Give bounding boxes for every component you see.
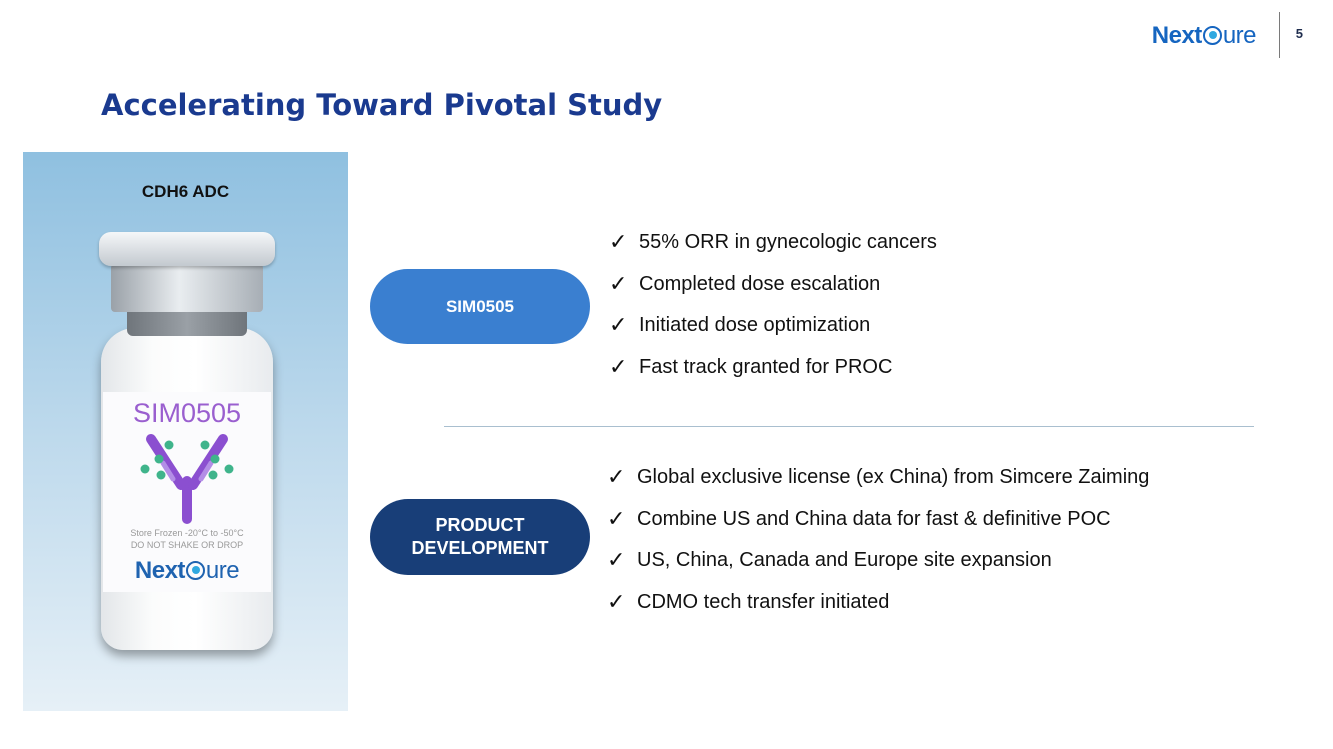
logo-wordmark: Next ure: [1151, 22, 1257, 50]
storage-line-2: DO NOT SHAKE OR DROP: [130, 540, 244, 550]
list-item-text: US, China, Canada and Europe site expans…: [637, 549, 1052, 572]
vial-label-title: SIM0505: [132, 398, 242, 428]
list-item: ✓ Fast track granted for PROC: [609, 347, 937, 389]
pill-line-2: DEVELOPMENT: [411, 538, 549, 558]
list-item-text: Completed dose escalation: [639, 272, 881, 295]
company-logo: Next ure: [1151, 18, 1257, 54]
logo-ure-text: ure: [1222, 22, 1257, 49]
list-item: ✓ 55% ORR in gynecologic cancers: [609, 222, 937, 264]
check-icon: ✓: [607, 465, 626, 491]
vial-crimp: [111, 264, 263, 312]
list-item-text: Combine US and China data for fast & def…: [637, 507, 1111, 530]
check-icon: ✓: [607, 548, 626, 574]
vial-caption: CDH6 ADC: [141, 182, 230, 201]
check-icon: ✓: [607, 589, 626, 615]
list-item: ✓ Global exclusive license (ex China) fro…: [607, 457, 1149, 499]
vial-logo-ure-text: ure: [205, 557, 240, 584]
vial-logo: Next ure: [103, 557, 271, 585]
vial-label: SIM0505 Store Frozen: [103, 392, 271, 592]
product-development-list: ✓ Global exclusive license (ex China) fro…: [607, 457, 1149, 623]
vial-neck: [127, 310, 247, 336]
check-icon: ✓: [609, 271, 628, 297]
product-development-pill: PRODUCT DEVELOPMENT: [370, 499, 590, 575]
list-item: ✓ Combine US and China data for fast & de…: [607, 499, 1149, 541]
check-icon: ✓: [609, 230, 628, 256]
logo-next-text: Next: [1151, 22, 1203, 49]
list-item: ✓ Completed dose escalation: [609, 264, 937, 306]
list-item-text: Fast track granted for PROC: [639, 355, 893, 378]
vial-storage-text: Store Frozen -20°C to -50°C DO NOT SHAKE…: [103, 527, 271, 551]
page-number: 5: [1295, 26, 1303, 41]
header-divider: [1279, 12, 1280, 58]
storage-line-1: Store Frozen -20°C to -50°C: [130, 528, 244, 538]
slide-title: Accelerating Toward Pivotal Study: [101, 88, 663, 122]
sim0505-pill: SIM0505: [370, 269, 590, 344]
pill-line-1: PRODUCT: [435, 515, 525, 535]
vial-cap: [99, 232, 275, 266]
check-icon: ✓: [609, 313, 628, 339]
list-item: ✓ CDMO tech transfer initiated: [607, 582, 1149, 624]
list-item: ✓ Initiated dose optimization: [609, 305, 937, 347]
list-item-text: Global exclusive license (ex China) from…: [637, 466, 1150, 489]
vial-logo-wordmark: Next ure: [134, 557, 240, 584]
list-item: ✓ US, China, Canada and Europe site expan…: [607, 540, 1149, 582]
sim0505-list: ✓ 55% ORR in gynecologic cancers ✓ Complet…: [609, 222, 937, 388]
check-icon: ✓: [607, 506, 626, 532]
vial-logo-next-text: Next: [134, 557, 186, 584]
vial-logo-c-icon: [185, 561, 205, 580]
list-item-text: Initiated dose optimization: [639, 314, 871, 337]
logo-c-icon: [1202, 26, 1222, 45]
section-divider: [444, 426, 1254, 427]
vial-image-panel: CDH6 ADC SIM0505: [23, 152, 348, 711]
list-item-text: CDMO tech transfer initiated: [637, 590, 890, 613]
list-item-text: 55% ORR in gynecologic cancers: [639, 231, 937, 254]
check-icon: ✓: [609, 354, 628, 380]
antibody-icon: [140, 434, 234, 524]
